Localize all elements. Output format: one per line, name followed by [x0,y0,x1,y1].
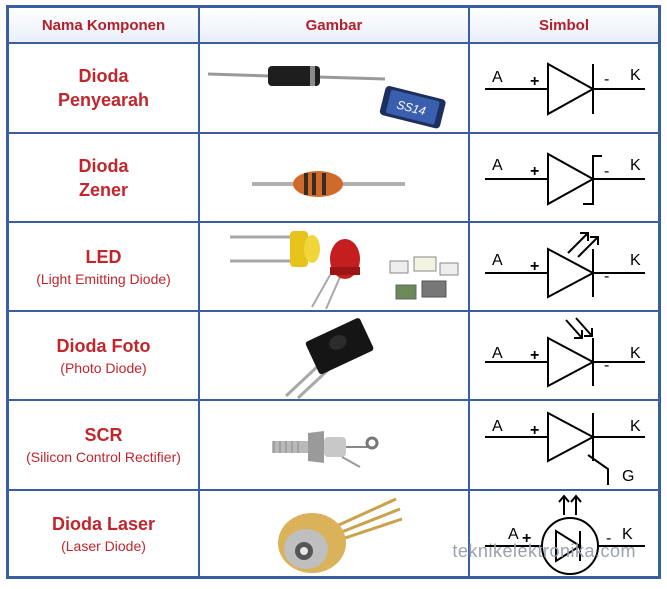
component-name: Dioda Foto [56,335,151,356]
anode-label: A [492,252,503,269]
anode-label: A [492,69,503,86]
led-symbol: A + - K [485,232,645,299]
component-subtitle: (Silicon Control Rectifier) [26,449,181,465]
led-photo [230,231,459,310]
plus-sign: + [530,258,539,275]
laser-diode-photo [278,497,403,573]
component-subtitle: (Laser Diode) [61,537,146,554]
minus-sign: - [604,357,609,374]
row-dioda-penyearah-name: Dioda Penyearah [9,44,198,132]
anode-label: A [492,418,503,435]
gate-label: G [622,468,634,485]
row-dioda-zener-name: Dioda Zener [9,134,198,221]
cathode-label: K [622,526,633,543]
watermark: teknikelektronika.com [452,541,636,561]
row-divider [9,399,658,401]
anode-label: A [492,157,503,174]
laser-diode-symbol: A + - K [485,494,645,575]
cathode-label: K [630,345,641,362]
photo-diode-photo [284,318,374,399]
cathode-label: K [630,67,641,84]
chip-label: SS14 [395,98,427,119]
cathode-label: K [630,418,641,435]
anode-label: A [492,345,503,362]
plus-sign: + [530,73,539,90]
row-divider [9,310,658,312]
row-divider [9,221,658,223]
row-divider [9,132,658,134]
plus-sign: + [530,422,539,439]
component-table: Nama Komponen Gambar Simbol Dioda Penyea… [6,5,661,579]
minus-sign: - [606,530,611,547]
header-simbol: Simbol [470,8,658,42]
component-name: Zener [78,179,129,200]
component-name: Dioda [78,66,129,86]
row-divider [9,42,658,44]
minus-sign: - [604,71,609,88]
column-divider [198,8,200,576]
anode-label: A [508,526,519,543]
plus-sign: + [530,347,539,364]
plus-sign: + [530,163,539,180]
photo-diode-symbol: A + - K [485,317,645,388]
scr-photo [272,431,379,468]
header-name-komponen: Nama Komponen [9,8,198,42]
component-name: LED [85,246,122,267]
component-name: Penyearah [57,90,150,110]
rectifier-diode-photo: SS14 [207,66,446,129]
row-dioda-laser-name: Dioda Laser (Laser Diode) [9,491,198,576]
rectifier-diode-symbol: A + - K [485,62,645,116]
component-subtitle: (Photo Diode) [60,359,147,376]
component-name: SCR [84,425,123,445]
cathode-label: K [630,252,641,269]
minus-sign: - [604,163,609,180]
minus-sign: - [604,268,609,285]
row-led-name: LED (Light Emitting Diode) [9,223,198,310]
row-scr-name: SCR (Silicon Control Rectifier) [9,401,198,489]
component-name: Dioda Laser [51,513,156,534]
header-gambar: Gambar [200,8,468,42]
column-divider [468,8,470,576]
component-name: Dioda [78,155,129,176]
zener-diode-symbol: A + - K [485,152,645,206]
row-divider [9,489,658,491]
scr-symbol: A + K G [485,411,645,485]
row-dioda-foto-name: Dioda Foto (Photo Diode) [9,312,198,399]
component-subtitle: (Light Emitting Diode) [36,270,171,287]
plus-sign: + [522,530,531,547]
cathode-label: K [630,157,641,174]
zener-diode-photo [252,171,405,197]
